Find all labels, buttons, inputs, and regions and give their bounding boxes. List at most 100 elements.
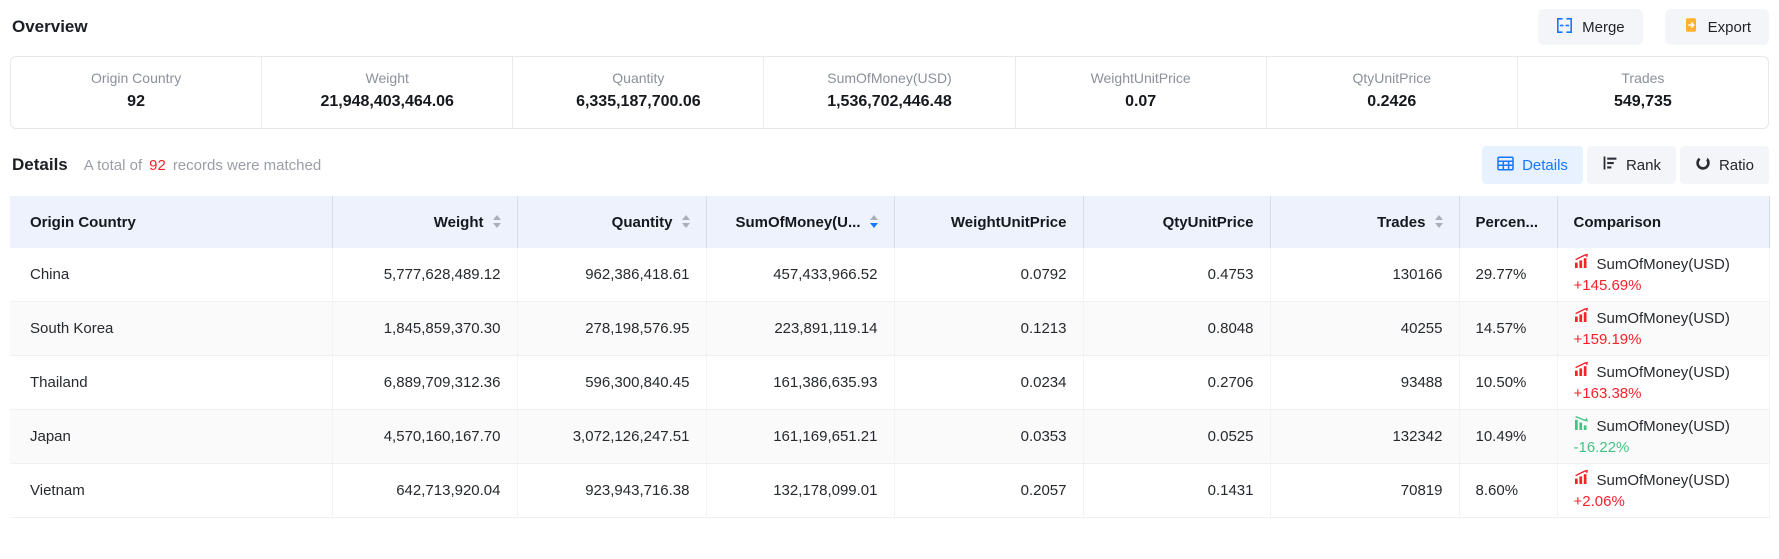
cell-percentage: 14.57% — [1459, 302, 1557, 356]
column-label: Weight — [434, 214, 484, 231]
stat-value: 0.2426 — [1267, 93, 1517, 111]
cell-comparison: SumOfMoney(USD) +159.19% — [1557, 302, 1769, 356]
column-label: Trades — [1377, 214, 1425, 231]
trend-up-icon — [1574, 469, 1590, 491]
comparison-change: +145.69% — [1574, 275, 1753, 296]
sort-control — [1435, 215, 1443, 228]
sort-desc-caret — [493, 223, 501, 228]
overview-stat: SumOfMoney(USD) 1,536,702,446.48 — [763, 57, 1014, 128]
stat-label: Quantity — [513, 70, 763, 86]
tab-details[interactable]: Details — [1482, 146, 1583, 184]
cell-weight: 642,713,920.04 — [332, 464, 517, 518]
cell-trades: 93488 — [1270, 356, 1459, 410]
table-row: Thailand 6,889,709,312.36 596,300,840.45… — [10, 356, 1769, 410]
sort-desc-caret — [682, 223, 690, 228]
column-label: QtyUnitPrice — [1163, 214, 1254, 231]
cell-country: Japan — [10, 410, 332, 464]
table-row: China 5,777,628,489.12 962,386,418.61 45… — [10, 248, 1769, 302]
tab-ratio-label: Ratio — [1719, 157, 1754, 174]
comparison-metric-label: SumOfMoney(USD) — [1597, 416, 1730, 437]
cell-qty-unit-price: 0.0525 — [1083, 410, 1270, 464]
cell-quantity: 923,943,716.38 — [517, 464, 706, 518]
merge-button[interactable]: Merge — [1538, 9, 1643, 45]
stat-label: QtyUnitPrice — [1267, 70, 1517, 86]
match-summary: A total of92records were matched — [84, 157, 321, 174]
cell-comparison: SumOfMoney(USD) +145.69% — [1557, 248, 1769, 302]
cell-sum-of-money: 161,386,635.93 — [706, 356, 894, 410]
export-button-label: Export — [1708, 19, 1751, 36]
comparison-metric: SumOfMoney(USD) — [1574, 307, 1753, 329]
comparison-change: +159.19% — [1574, 329, 1753, 350]
stat-label: SumOfMoney(USD) — [764, 70, 1014, 86]
cell-trades: 132342 — [1270, 410, 1459, 464]
trend-up-icon — [1574, 253, 1590, 275]
cell-weight-unit-price: 0.1213 — [894, 302, 1083, 356]
sort-control — [870, 215, 878, 228]
sort-asc-caret — [682, 215, 690, 220]
trend-down-icon — [1574, 415, 1590, 437]
stat-label: Origin Country — [11, 70, 261, 86]
overview-stat: Trades 549,735 — [1517, 57, 1768, 128]
trend-up-icon — [1574, 307, 1590, 329]
stat-value: 549,735 — [1518, 93, 1768, 111]
cell-sum-of-money: 161,169,651.21 — [706, 410, 894, 464]
cell-country: Thailand — [10, 356, 332, 410]
cell-weight: 4,570,160,167.70 — [332, 410, 517, 464]
cell-weight: 1,845,859,370.30 — [332, 302, 517, 356]
overview-stat: QtyUnitPrice 0.2426 — [1266, 57, 1517, 128]
trade-overview-page: Overview Merge — [0, 0, 1779, 559]
column-label: Comparison — [1574, 214, 1662, 231]
overview-card: Origin Country 92 Weight 21,948,403,464.… — [10, 56, 1769, 129]
cell-percentage: 10.49% — [1459, 410, 1557, 464]
comparison-metric-label: SumOfMoney(USD) — [1597, 362, 1730, 383]
table-head: Origin Country Weight Quantity SumOfMone… — [10, 196, 1769, 248]
view-switcher: Details Rank — [1482, 146, 1769, 184]
topbar: Overview Merge — [0, 0, 1779, 46]
cell-sum-of-money: 223,891,119.14 — [706, 302, 894, 356]
comparison-metric: SumOfMoney(USD) — [1574, 415, 1753, 437]
table-row: Vietnam 642,713,920.04 923,943,716.38 13… — [10, 464, 1769, 518]
column-header-trades[interactable]: Trades — [1270, 196, 1459, 248]
column-header-country: Origin Country — [10, 196, 332, 248]
stat-value: 1,536,702,446.48 — [764, 93, 1014, 111]
sort-asc-caret — [493, 215, 501, 220]
tab-rank[interactable]: Rank — [1587, 146, 1676, 184]
comparison-metric: SumOfMoney(USD) — [1574, 469, 1753, 491]
comparison-change: -16.22% — [1574, 437, 1753, 458]
column-header-weight[interactable]: Weight — [332, 196, 517, 248]
column-header-quantity[interactable]: Quantity — [517, 196, 706, 248]
column-header-weight_unit_price: WeightUnitPrice — [894, 196, 1083, 248]
comparison-change: +2.06% — [1574, 491, 1753, 512]
column-label: WeightUnitPrice — [951, 214, 1067, 231]
overview-stat: Weight 21,948,403,464.06 — [261, 57, 512, 128]
column-label: Percen... — [1476, 214, 1539, 231]
cell-quantity: 596,300,840.45 — [517, 356, 706, 410]
comparison-metric-label: SumOfMoney(USD) — [1597, 254, 1730, 275]
sort-asc-caret — [1435, 215, 1443, 220]
record-count: 92 — [149, 157, 166, 174]
cell-comparison: SumOfMoney(USD) -16.22% — [1557, 410, 1769, 464]
table-header-row: Origin Country Weight Quantity SumOfMone… — [10, 196, 1769, 248]
cell-qty-unit-price: 0.4753 — [1083, 248, 1270, 302]
cell-sum-of-money: 457,433,966.52 — [706, 248, 894, 302]
overview-stat: Quantity 6,335,187,700.06 — [512, 57, 763, 128]
cell-trades: 40255 — [1270, 302, 1459, 356]
overview-stat: Origin Country 92 — [11, 57, 261, 128]
column-label: Origin Country — [30, 214, 136, 231]
export-button[interactable]: Export — [1665, 9, 1769, 45]
cell-quantity: 962,386,418.61 — [517, 248, 706, 302]
column-header-sum_of_money[interactable]: SumOfMoney(U... — [706, 196, 894, 248]
comparison-metric-label: SumOfMoney(USD) — [1597, 308, 1730, 329]
column-label: SumOfMoney(U... — [735, 214, 860, 231]
tab-ratio[interactable]: Ratio — [1680, 146, 1769, 184]
cell-qty-unit-price: 0.8048 — [1083, 302, 1270, 356]
comparison-metric: SumOfMoney(USD) — [1574, 361, 1753, 383]
table-row: South Korea 1,845,859,370.30 278,198,576… — [10, 302, 1769, 356]
ratio-circle-icon — [1695, 155, 1711, 175]
details-heading: Details A total of92records were matched — [12, 155, 321, 175]
details-table: Origin Country Weight Quantity SumOfMone… — [10, 196, 1770, 518]
column-header-comparison: Comparison — [1557, 196, 1769, 248]
tab-details-label: Details — [1522, 157, 1568, 174]
table-body: China 5,777,628,489.12 962,386,418.61 45… — [10, 248, 1769, 518]
sort-desc-caret — [870, 223, 878, 228]
